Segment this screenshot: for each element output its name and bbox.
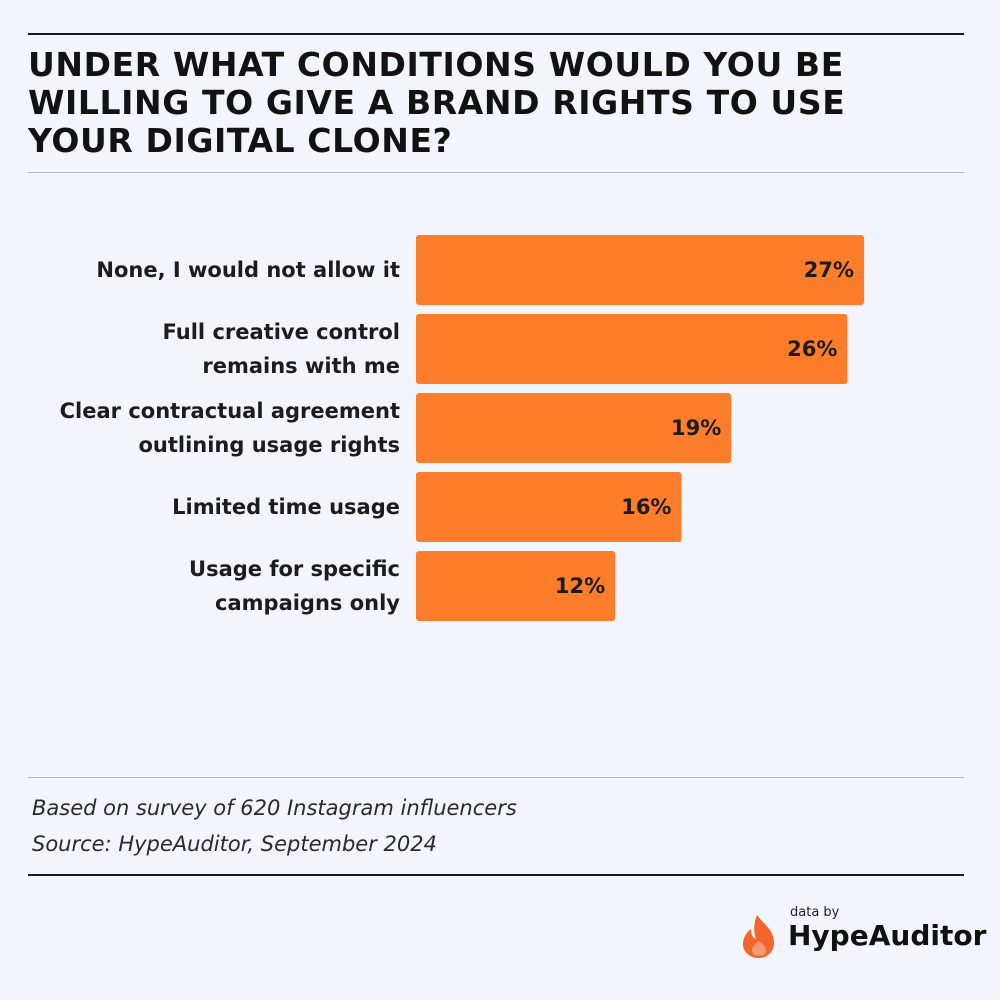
brand-small-text: data by	[790, 905, 840, 920]
bar-value-label-5: 12%	[555, 574, 605, 598]
bar-value-label-1: 27%	[804, 258, 854, 282]
notes-divider	[28, 777, 964, 778]
bottom-divider	[28, 874, 964, 876]
category-label-line: campaigns only	[215, 591, 400, 615]
title-divider	[28, 172, 964, 173]
chart-title: UNDER WHAT CONDITIONS WOULD YOU BE WILLI…	[28, 45, 846, 160]
category-label-line: remains with me	[202, 354, 400, 378]
footnotes: Based on survey of 620 Instagram influen…	[32, 790, 517, 862]
category-label-2: Full creative control remains with me	[162, 320, 400, 378]
top-divider	[28, 33, 964, 35]
category-label-line: Limited time usage	[172, 495, 400, 519]
brand-name: HypeAuditor	[788, 919, 987, 952]
flame-icon	[743, 915, 774, 958]
bar-value-label-3: 19%	[671, 416, 721, 440]
bar-value-label-2: 26%	[787, 337, 837, 361]
bar-3	[416, 393, 732, 463]
category-label-line: outlining usage rights	[138, 433, 400, 457]
bar-4	[416, 472, 682, 542]
survey-note: Based on survey of 620 Instagram influen…	[32, 796, 517, 820]
category-label-line: Usage for specific	[189, 557, 400, 581]
category-label-line: Full creative control	[162, 320, 400, 344]
source-note: Source: HypeAuditor, September 2024	[32, 832, 437, 856]
bar-2	[416, 314, 848, 384]
bar-5	[416, 551, 616, 621]
bar-1	[416, 235, 864, 305]
brand-logo: data by HypeAuditor	[740, 905, 987, 965]
category-label-5: Usage for specific campaigns only	[189, 557, 400, 615]
category-label-1: None, I would not allow it	[96, 258, 400, 282]
category-label-4: Limited time usage	[172, 495, 400, 519]
category-label-3: Clear contractual agreement outlining usa…	[60, 399, 400, 457]
category-label-line: None, I would not allow it	[96, 258, 400, 282]
category-label-line: Clear contractual agreement	[60, 399, 400, 423]
bar-value-label-4: 16%	[621, 495, 671, 519]
